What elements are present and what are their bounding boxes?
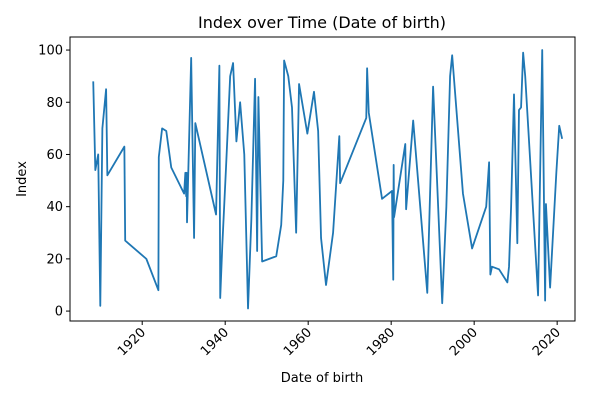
y-tick-label: 40	[46, 200, 63, 215]
y-tick-label: 100	[38, 44, 63, 59]
y-tick-label: 80	[46, 96, 63, 111]
y-axis-label: Index	[15, 161, 30, 197]
data-line	[92, 49, 564, 310]
y-tick-label: 20	[46, 252, 63, 267]
y-tick-label: 0	[55, 305, 63, 320]
y-tick-label: 60	[46, 148, 63, 163]
plot-frame	[69, 36, 576, 322]
chart-title: Index over Time (Date of birth)	[198, 13, 446, 32]
x-axis-label: Date of birth	[281, 371, 363, 386]
